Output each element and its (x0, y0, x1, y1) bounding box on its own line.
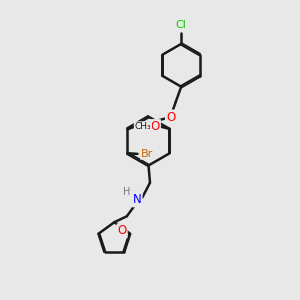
Text: H: H (123, 187, 130, 197)
Text: N: N (133, 194, 142, 206)
Text: Br: Br (141, 149, 153, 159)
Text: CH₃: CH₃ (135, 122, 151, 131)
Text: O: O (166, 110, 175, 124)
Text: Cl: Cl (176, 20, 187, 31)
Text: O: O (118, 224, 127, 237)
Text: O: O (151, 120, 160, 133)
